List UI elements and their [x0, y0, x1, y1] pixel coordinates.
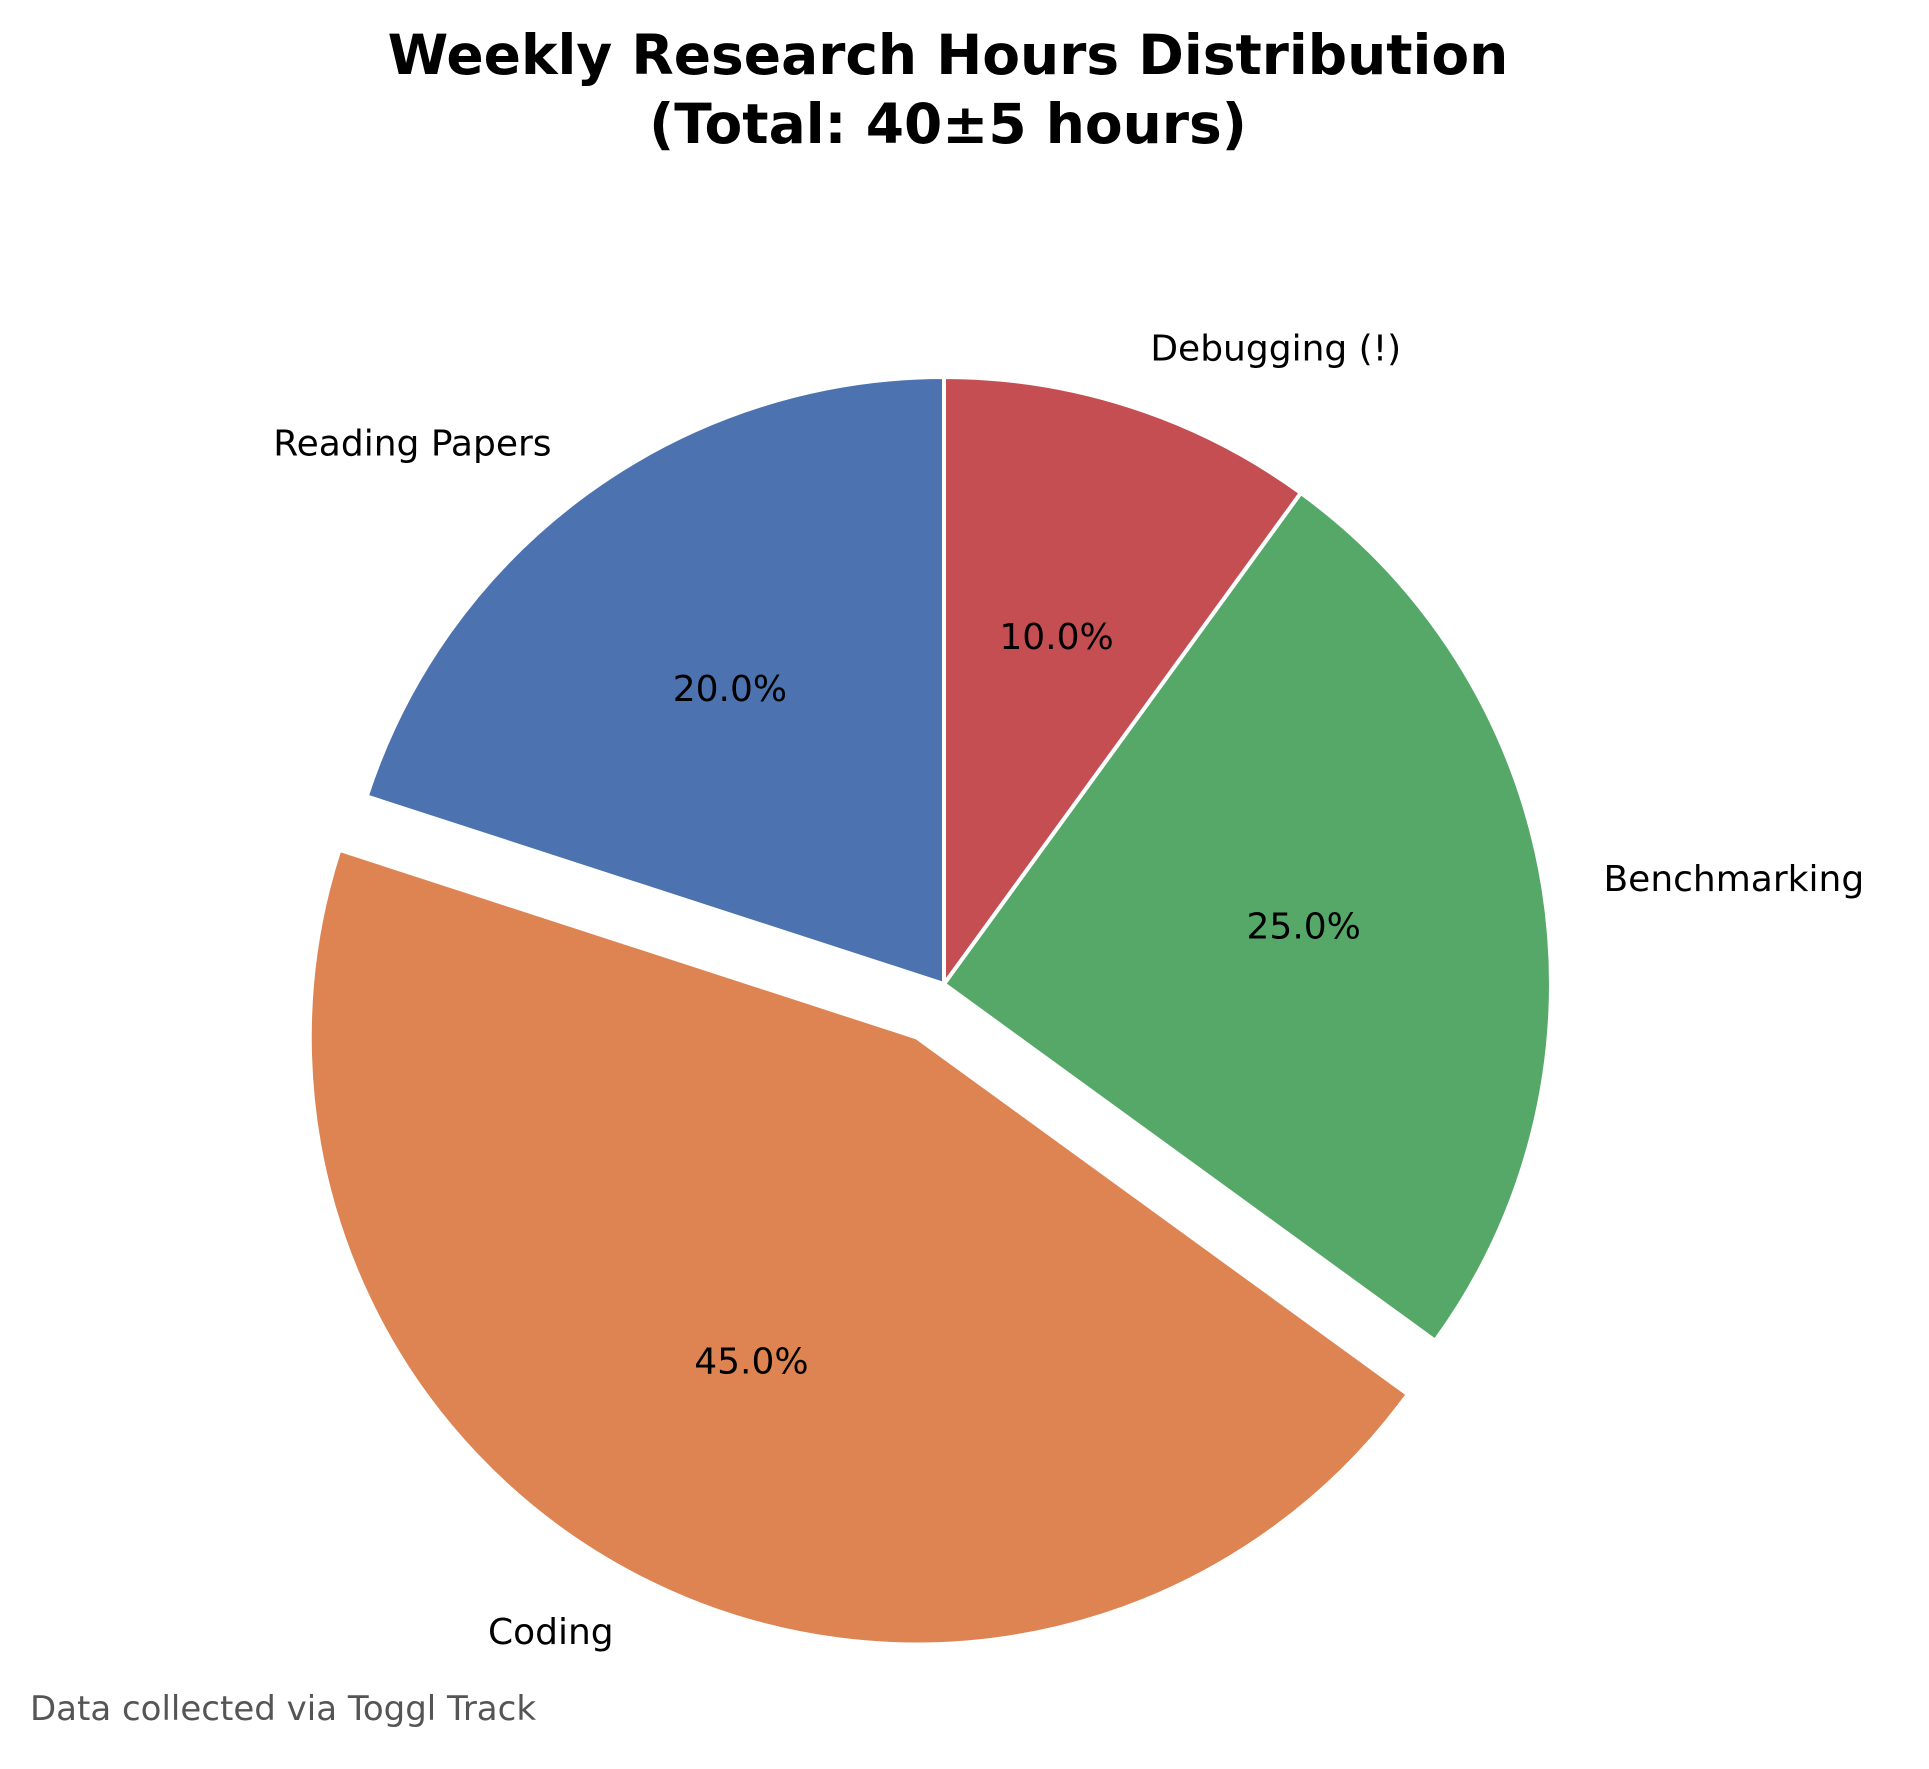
slice-pct-reading-papers: 20.0% [673, 669, 787, 710]
pie-slice-benchmarking [941, 490, 1553, 1344]
slice-label-benchmarking: Benchmarking [1603, 859, 1864, 900]
chart-title-line-2: (Total: 40±5 hours) [649, 92, 1247, 156]
pie-labels: Reading Papers 20.0% Coding 45.0% Benchmarki… [273, 328, 1864, 1652]
slice-pct-debugging: 10.0% [999, 617, 1113, 658]
slice-label-debugging: Debugging (!) [1150, 328, 1401, 369]
pie-slice-coding [307, 847, 1411, 1647]
pie-slices [307, 374, 1553, 1647]
slice-pct-benchmarking: 25.0% [1247, 907, 1361, 948]
pie-slice-reading-papers [364, 374, 946, 987]
slice-label-reading-papers: Reading Papers [273, 423, 551, 464]
slice-label-coding: Coding [488, 1612, 614, 1653]
chart-caption: Data collected via Toggl Track [30, 1689, 536, 1729]
pie-slice-debugging [942, 374, 1304, 991]
chart-title-line-1: Weekly Research Hours Distribution [388, 23, 1509, 87]
slice-pct-coding: 45.0% [694, 1341, 808, 1382]
